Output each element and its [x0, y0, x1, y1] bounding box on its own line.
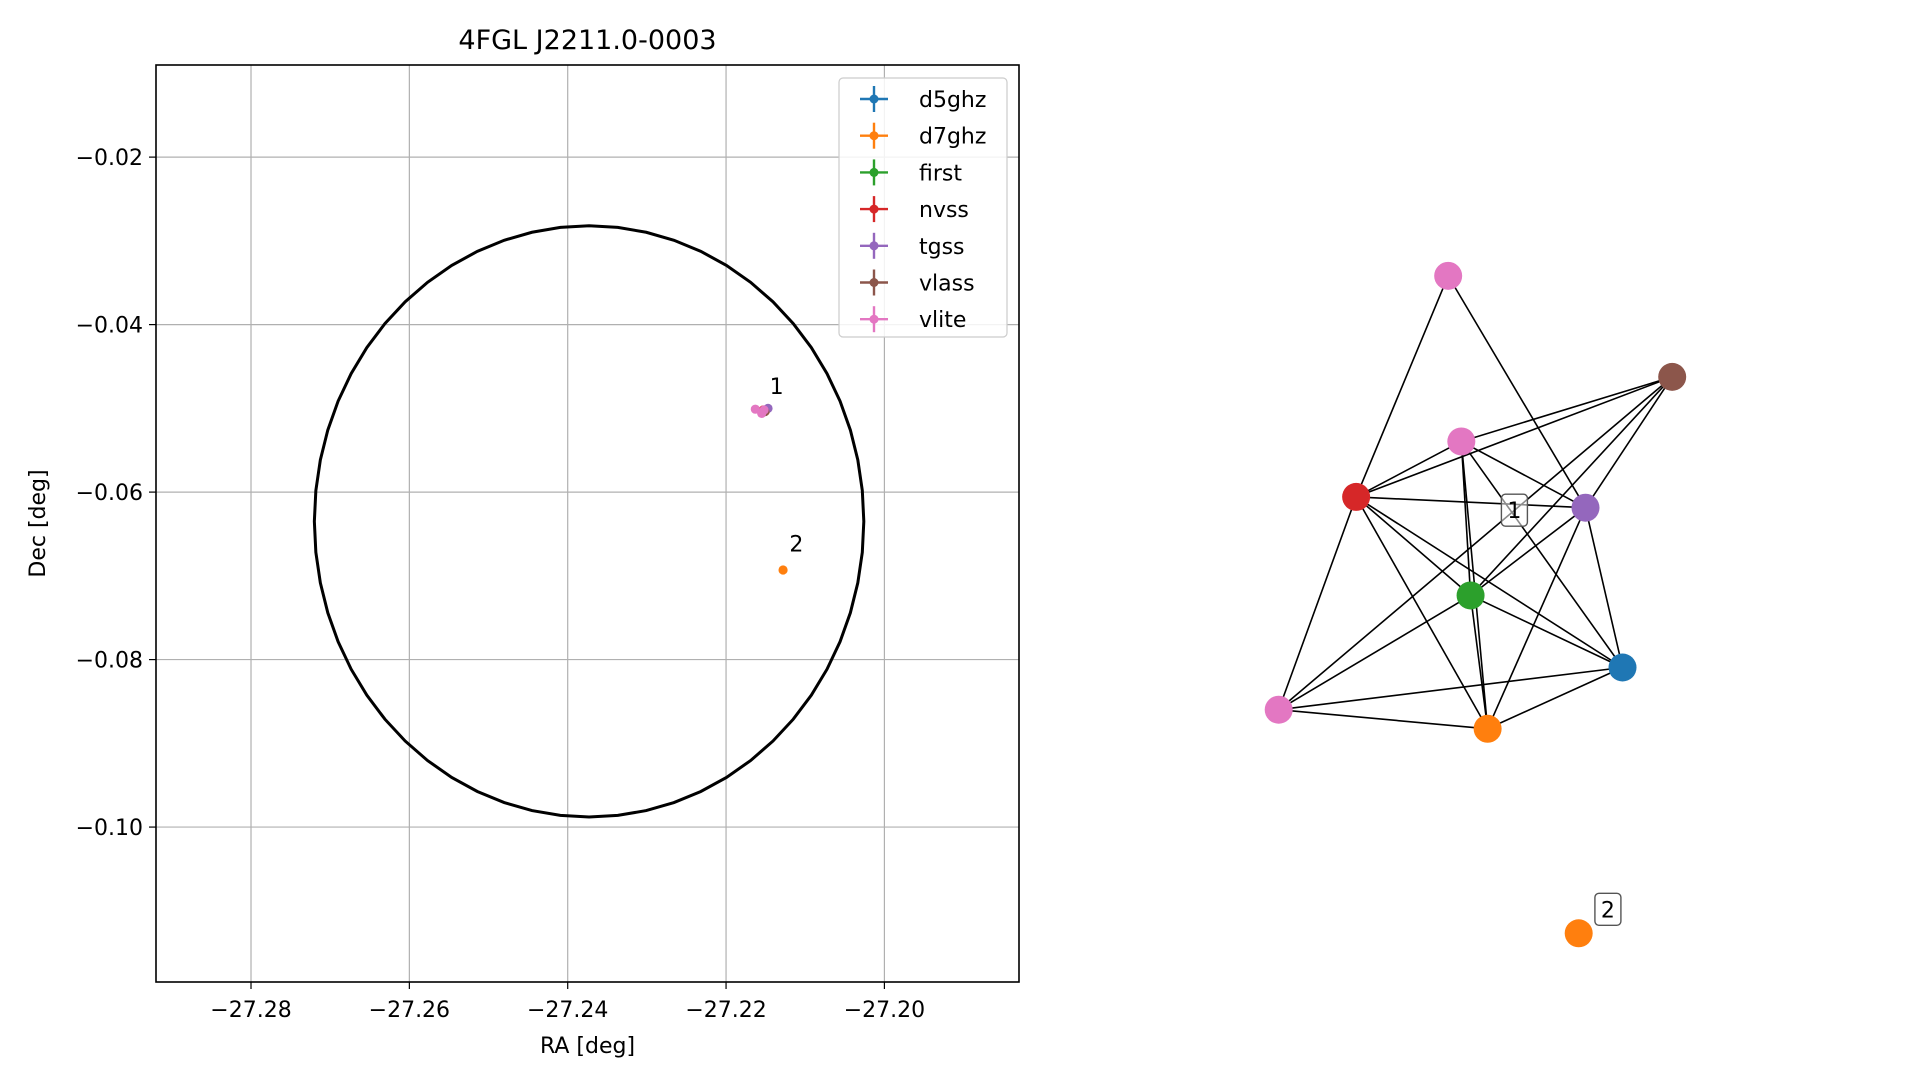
legend-label: d7ghz — [919, 125, 986, 150]
network-edge — [1487, 666, 1623, 730]
scatter-point-vlite — [757, 408, 767, 418]
network-edge — [1277, 496, 1357, 711]
network-edge — [1355, 496, 1489, 730]
network-edge — [1460, 440, 1586, 509]
x-tick-label: −27.26 — [369, 998, 450, 1023]
scatter-point-d7ghz — [778, 565, 788, 575]
y-tick-label: −0.06 — [76, 481, 143, 506]
network-edge — [1356, 496, 1586, 509]
legend-marker-dot — [869, 204, 879, 214]
y-axis-label: Dec [deg] — [26, 469, 51, 577]
chart-title: 4FGL J2211.0-0003 — [458, 25, 716, 56]
network-edges — [1277, 275, 1673, 730]
network-node-d5ghz — [1608, 653, 1637, 682]
axes-frame — [155, 64, 1020, 983]
network-edge — [1278, 666, 1623, 711]
uncertainty-ellipse — [312, 224, 866, 819]
legend-marker-dot — [869, 314, 879, 324]
legend-label: d5ghz — [919, 88, 986, 113]
network-labels: 12 — [1500, 493, 1622, 926]
scatter-panel: 12 −27.28 −27.26 −27.24 −27.22 −27.20−0.02−0… — [26, 25, 1020, 1059]
legend: d5ghz d7ghz first nvss tgss vlass vlite — [838, 77, 1008, 338]
network-label-text: 2 — [1601, 898, 1615, 923]
legend-item-nvss: nvss — [860, 196, 969, 223]
network-label: 1 — [1500, 493, 1529, 527]
y-tick-label: −0.02 — [76, 146, 143, 171]
network-label-text: 1 — [1507, 499, 1521, 524]
legend-marker-dot — [869, 167, 879, 177]
network-node-d7ghz — [1473, 714, 1502, 743]
point-annotation: 1 — [770, 375, 784, 400]
x-tick-label: −27.24 — [527, 998, 608, 1023]
legend-marker-dot — [869, 94, 879, 104]
network-edge — [1470, 594, 1623, 669]
network-edge — [1469, 595, 1489, 729]
network-edge — [1470, 507, 1586, 597]
network-edge — [1486, 507, 1587, 730]
network-nodes — [1264, 261, 1687, 948]
network-node-first — [1456, 581, 1485, 610]
network-edge — [1355, 376, 1673, 498]
network-edge — [1469, 376, 1673, 597]
network-edge — [1355, 496, 1472, 597]
legend-item-vlass: vlass — [860, 269, 975, 297]
network-label: 2 — [1594, 892, 1622, 926]
legend-marker-dot — [869, 241, 879, 251]
legend-item-tgss: tgss — [860, 232, 965, 260]
x-axis-label: RA [deg] — [540, 1034, 635, 1059]
network-node-vlass — [1658, 362, 1687, 391]
network-edge — [1355, 440, 1462, 498]
network-edge — [1460, 440, 1624, 668]
legend-label: vlite — [919, 308, 966, 333]
axis-ticks: −27.28 −27.26 −27.24 −27.22 −27.20 −0.02 −0.04… — [76, 146, 926, 1023]
network-label-box — [1594, 892, 1622, 926]
legend-item-d7ghz: d7ghz — [860, 122, 986, 150]
network-node-tgss — [1571, 493, 1600, 522]
network-node-vlite — [1447, 427, 1476, 456]
legend-item-d5ghz: d5ghz — [860, 86, 986, 113]
network-node-vlite — [1264, 695, 1293, 724]
network-edge — [1278, 708, 1488, 730]
scatter-points — [750, 403, 788, 575]
legend-marker-dot — [869, 278, 879, 287]
legend-label: nvss — [919, 198, 969, 223]
network-node-nvss — [1342, 482, 1371, 511]
network-edge — [1278, 594, 1471, 711]
y-tick-label: −0.04 — [76, 314, 143, 339]
legend-label: first — [919, 161, 962, 186]
network-label-box — [1500, 493, 1529, 527]
point-annotation: 2 — [789, 533, 803, 558]
legend-marker-dot — [869, 131, 879, 141]
x-tick-label: −27.20 — [844, 998, 925, 1023]
legend-box — [838, 77, 1008, 338]
scatter-annotations: 12 — [770, 375, 804, 557]
x-tick-label: −27.28 — [210, 998, 291, 1023]
x-tick-label: −27.22 — [685, 998, 766, 1023]
legend-item-first: first — [860, 159, 962, 186]
network-edge — [1278, 376, 1673, 711]
legend-label: vlass — [919, 272, 975, 297]
legend-item-vlite: vlite — [860, 306, 966, 333]
y-tick-label: −0.10 — [76, 816, 143, 841]
network-edge — [1355, 496, 1623, 669]
network-edge — [1355, 275, 1449, 498]
network-node-vlite — [1434, 261, 1463, 290]
network-edge — [1584, 376, 1673, 509]
network-edge — [1584, 507, 1624, 668]
network-panel: 12 — [1264, 261, 1687, 948]
network-edge — [1461, 376, 1673, 443]
network-node-d7ghz — [1564, 919, 1593, 948]
y-tick-label: −0.08 — [76, 649, 143, 674]
legend-label: tgss — [919, 235, 965, 260]
